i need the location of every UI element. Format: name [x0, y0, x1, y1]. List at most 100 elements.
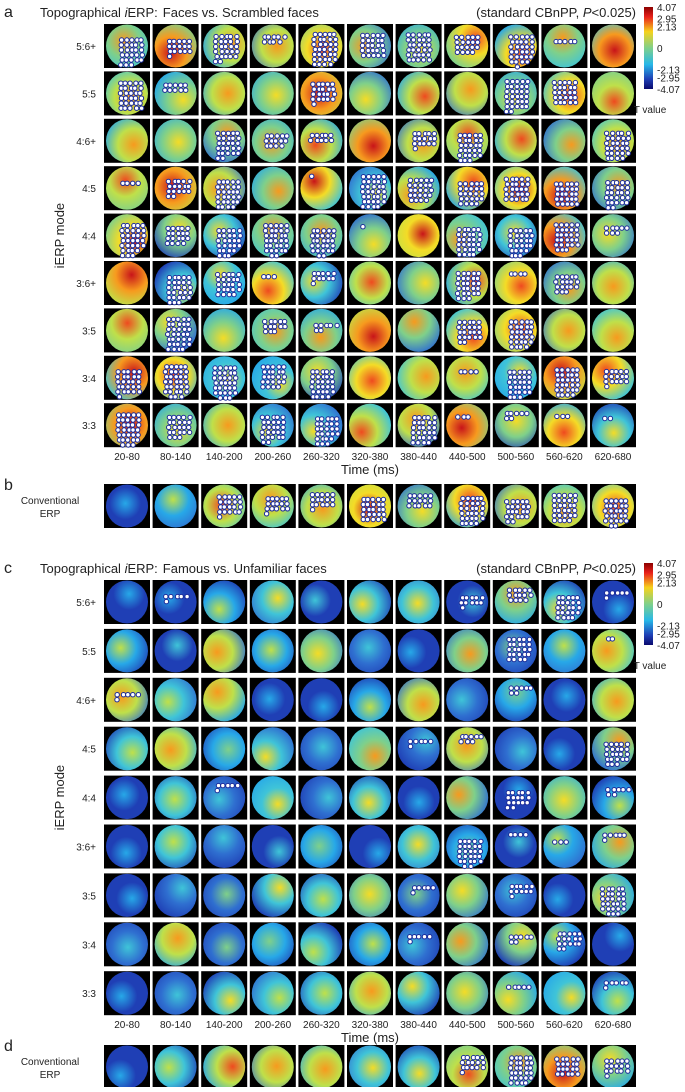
electrode-marker — [327, 36, 333, 43]
electrode-marker — [309, 507, 316, 513]
electrode-marker — [216, 228, 222, 234]
electrode-marker — [135, 412, 142, 418]
electrode-marker — [519, 44, 525, 50]
electrode-marker — [461, 339, 468, 345]
electrode-marker — [557, 84, 563, 91]
electrode-marker — [521, 984, 527, 990]
electrode-marker — [166, 289, 172, 296]
electrode-marker — [317, 31, 323, 38]
electrode-marker — [166, 188, 172, 195]
electrode-marker — [468, 853, 474, 860]
electrode-marker — [512, 832, 518, 838]
electrode-marker — [623, 378, 630, 385]
electrode-marker — [474, 39, 481, 45]
electrode-marker — [515, 98, 521, 105]
electrode-marker — [514, 88, 520, 95]
electrode-marker — [176, 284, 182, 291]
electrode-marker — [182, 82, 188, 88]
electrode-marker — [421, 136, 428, 142]
electrode-marker — [619, 185, 625, 191]
electrode-marker — [313, 502, 319, 508]
topo-head — [251, 166, 294, 210]
electrode-marker — [170, 336, 176, 342]
electrode-marker — [171, 429, 177, 436]
electrode-marker — [602, 837, 608, 843]
electrode-marker — [503, 191, 510, 197]
electrode-marker — [135, 692, 142, 698]
electrode-marker — [508, 238, 514, 244]
electrode-marker — [511, 369, 517, 375]
electrode-marker — [334, 421, 340, 427]
electrode-marker — [461, 251, 468, 258]
topo-head — [494, 825, 537, 868]
electrode-marker — [475, 34, 481, 40]
electrode-marker — [509, 103, 515, 110]
electrode-marker — [462, 132, 468, 139]
electrode-marker — [422, 738, 428, 745]
electrode-marker — [309, 233, 316, 239]
electrode-marker — [330, 86, 336, 92]
electrode-marker — [516, 646, 522, 653]
electrode-marker — [278, 138, 284, 144]
topo-head — [300, 971, 343, 1015]
electrode-marker — [616, 896, 622, 902]
electrode-marker — [574, 279, 581, 285]
electrode-marker — [324, 421, 330, 427]
electrode-marker — [570, 1056, 576, 1062]
electrode-marker — [141, 232, 147, 239]
electrode-marker — [412, 146, 418, 152]
electrode-marker — [468, 369, 474, 375]
electrode-marker — [604, 746, 610, 752]
electrode-marker — [560, 413, 566, 420]
electrode-marker — [553, 181, 560, 187]
electrode-marker — [455, 280, 461, 287]
electrode-marker — [513, 196, 520, 202]
electrode-marker — [120, 437, 126, 443]
electrode-marker — [461, 858, 468, 865]
electrode-marker — [328, 421, 335, 427]
electrode-marker — [605, 896, 611, 902]
electrode-marker — [116, 432, 122, 438]
electrode-marker — [120, 379, 127, 385]
electrode-marker — [478, 181, 485, 187]
electrode-marker — [529, 334, 535, 340]
topo-head — [251, 922, 294, 966]
electrode-marker — [375, 496, 382, 503]
electrode-marker — [469, 1064, 475, 1071]
topo-head — [349, 308, 391, 352]
electrode-marker — [524, 233, 530, 239]
electrode-marker — [324, 91, 331, 97]
electrode-marker — [560, 595, 566, 601]
topo-head — [397, 356, 440, 400]
electrode-marker — [513, 339, 520, 345]
electrode-marker — [566, 936, 572, 942]
electrode-marker — [231, 291, 237, 298]
electrode-marker — [280, 419, 287, 425]
electrode-marker — [284, 501, 290, 507]
electrode-marker — [231, 233, 238, 239]
electrode-marker — [280, 506, 286, 512]
electrode-marker — [561, 89, 568, 96]
topo-head — [446, 629, 489, 673]
electrode-marker — [176, 299, 182, 306]
electrode-marker — [413, 738, 419, 745]
electrode-marker — [314, 436, 320, 442]
electrode-marker — [280, 429, 286, 435]
electrode-marker — [181, 294, 187, 301]
electrode-marker — [519, 59, 526, 65]
electrode-marker — [523, 196, 529, 202]
electrode-marker — [186, 274, 192, 281]
electrode-marker — [563, 247, 570, 253]
electrode-marker — [567, 512, 574, 519]
electrode-marker — [120, 384, 126, 390]
electrode-marker — [122, 105, 128, 111]
electrode-marker — [135, 242, 141, 249]
electrode-marker — [458, 201, 464, 207]
electrode-marker — [219, 33, 225, 40]
electrode-marker — [465, 39, 471, 45]
electrode-marker — [236, 494, 243, 500]
electrode-marker — [216, 243, 222, 249]
electrode-marker — [407, 493, 413, 499]
electrode-marker — [600, 901, 606, 907]
electrode-marker — [184, 384, 190, 390]
